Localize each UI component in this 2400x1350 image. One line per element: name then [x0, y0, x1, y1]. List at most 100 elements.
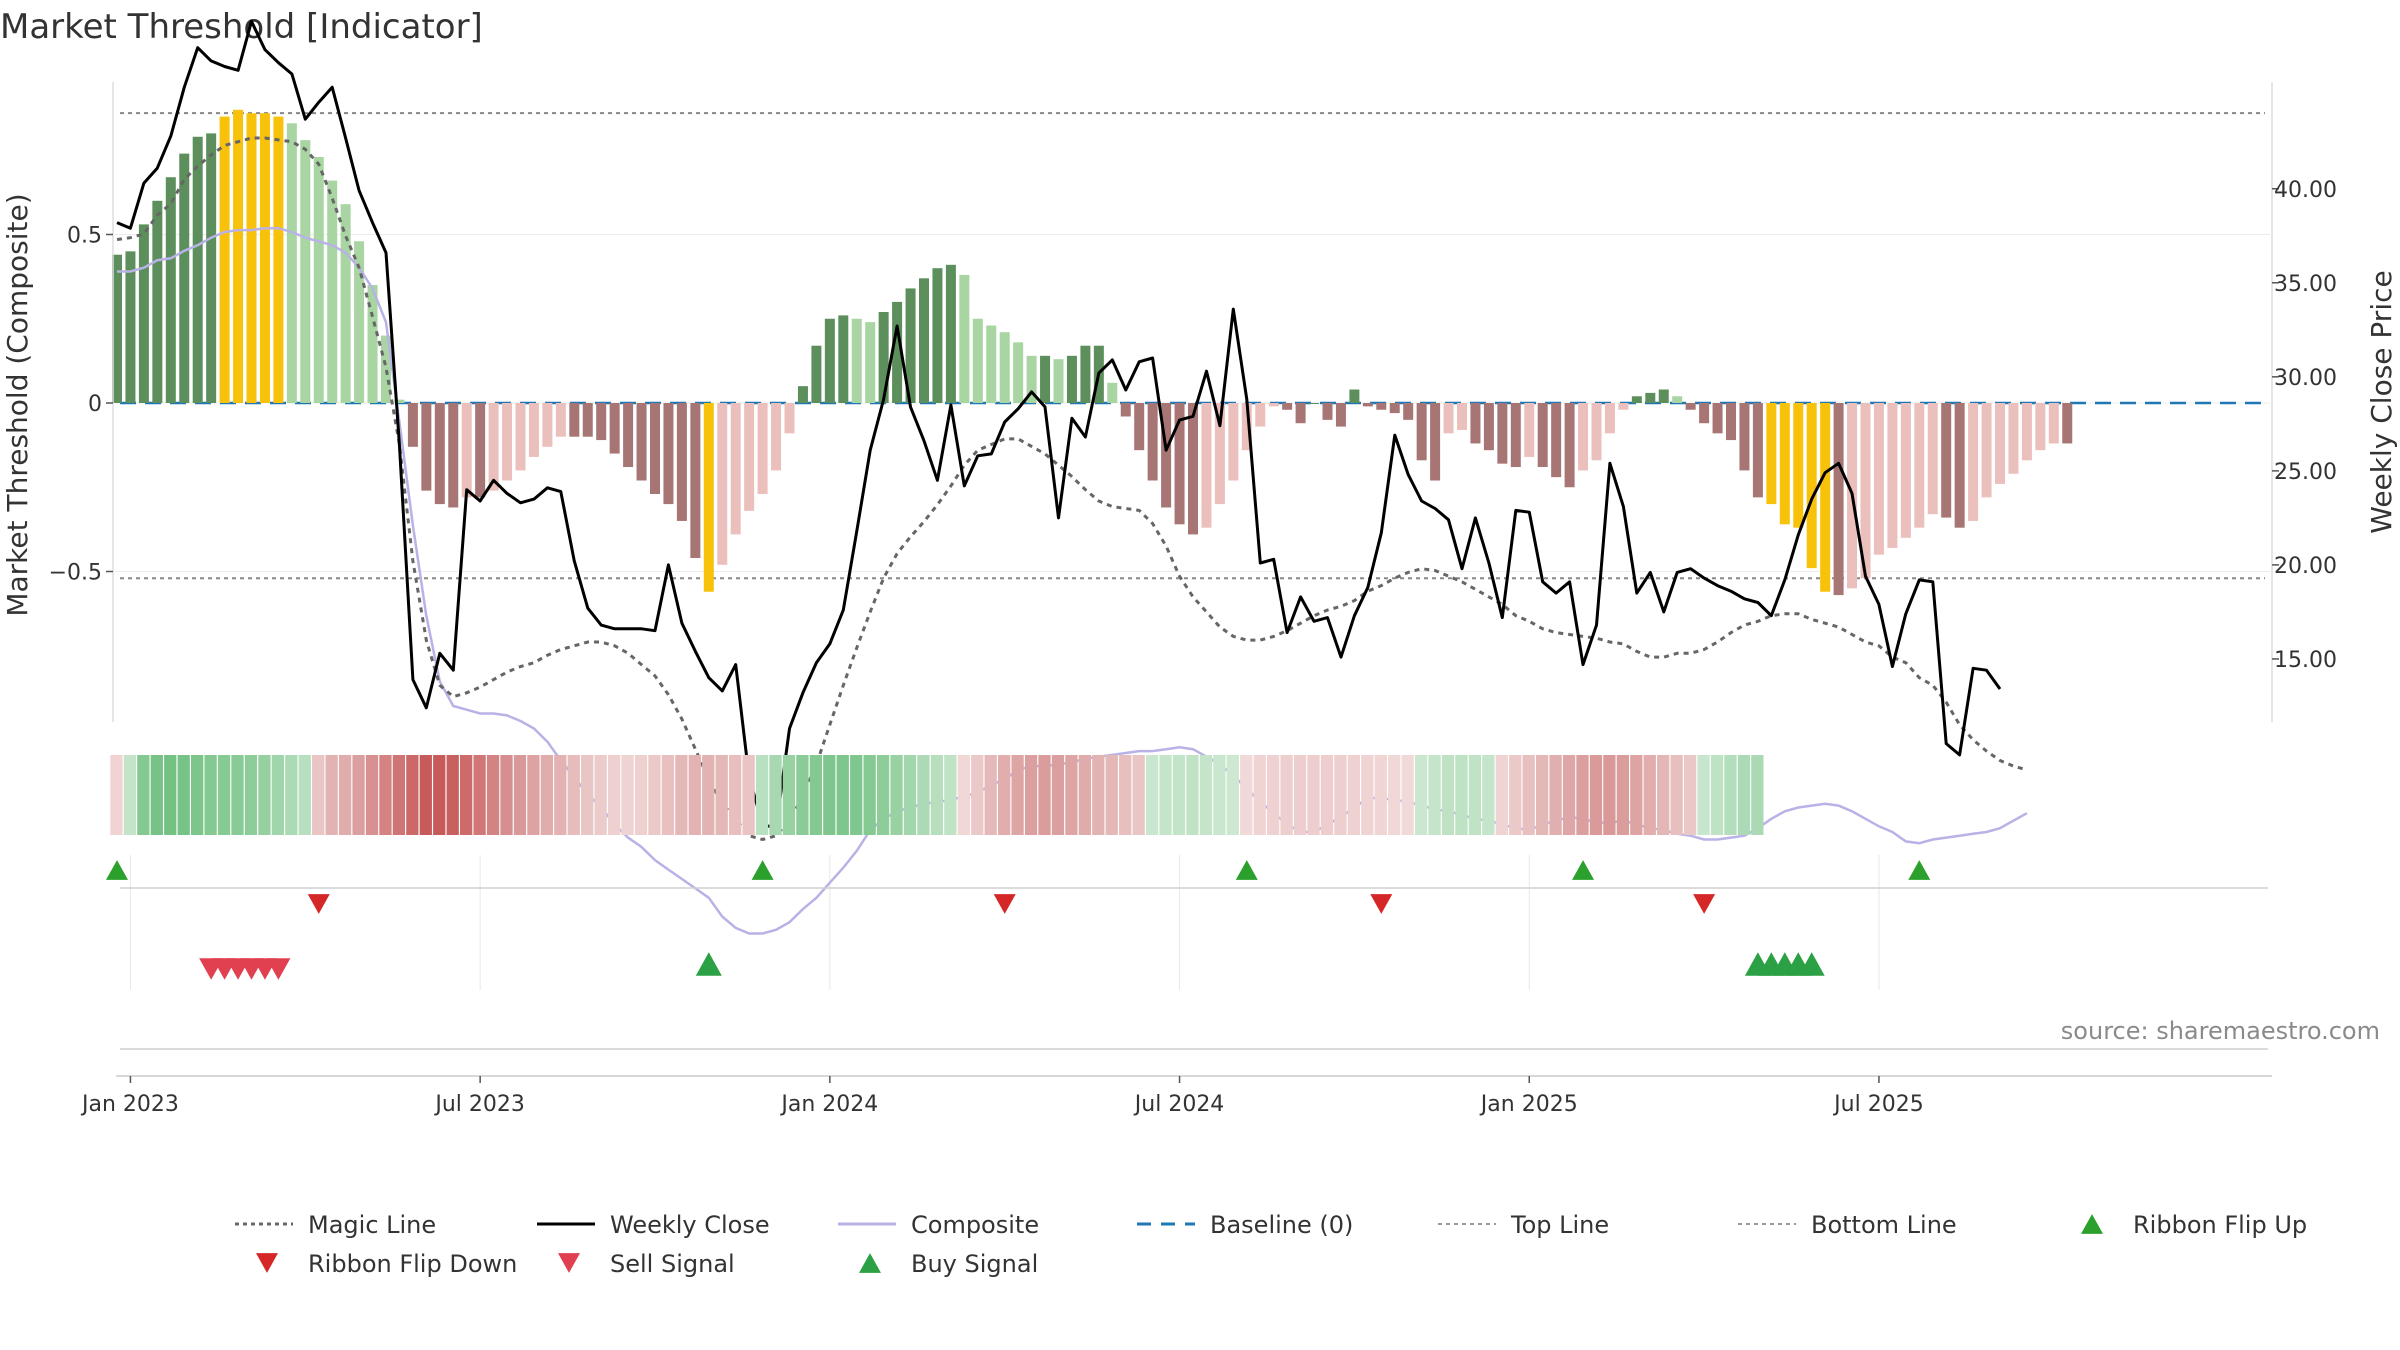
ribbon-cell — [890, 755, 903, 835]
ribbon-cell — [755, 755, 769, 835]
ribbon-cell — [1065, 755, 1078, 835]
legend-swatch-marker — [256, 1253, 278, 1273]
ribbon-cell — [1441, 755, 1455, 835]
histogram-bar — [663, 403, 674, 505]
histogram-bar — [2035, 403, 2046, 451]
histogram-bar — [784, 403, 795, 434]
legend-item: Buy Signal — [859, 1250, 1038, 1278]
ribbon-cell — [123, 755, 137, 835]
ribbon-cell — [1697, 755, 1710, 835]
ribbon-cell — [688, 755, 701, 835]
ribbon-cell — [1119, 755, 1132, 835]
ribbon-cell — [1549, 755, 1562, 835]
ribbon-cell — [715, 755, 728, 835]
ribbon-cell — [1011, 755, 1024, 835]
ribbon-cell — [944, 755, 957, 835]
ribbon-cell — [365, 755, 379, 835]
histogram-bar — [1672, 396, 1683, 403]
ribbon-cell — [1428, 755, 1441, 835]
ribbon-cell — [110, 755, 123, 835]
histogram-bar — [1309, 403, 1320, 404]
histogram-bar — [1604, 403, 1615, 434]
histogram-bar — [381, 335, 391, 403]
ribbon-flip-up-marker — [1572, 860, 1595, 880]
ribbon-cell — [379, 755, 392, 835]
ribbon-cell — [1267, 755, 1280, 835]
histogram-bar — [246, 113, 257, 404]
histogram-bar — [259, 113, 270, 404]
histogram-bar — [569, 403, 580, 437]
ribbon-cell — [1334, 755, 1347, 835]
histogram-bar — [771, 403, 782, 471]
buy-signal-marker — [1798, 952, 1825, 976]
legend-label: Magic Line — [308, 1211, 436, 1239]
histogram-bar — [2021, 403, 2032, 461]
histogram-bar — [1376, 403, 1387, 410]
ribbon-cell — [903, 755, 917, 835]
histogram-bar — [367, 285, 378, 403]
histogram-bar — [488, 403, 499, 491]
sell-signal-marker — [266, 958, 291, 980]
ribbon-cell — [419, 755, 432, 835]
histogram-bar — [744, 403, 755, 511]
histogram-bar — [1914, 403, 1925, 528]
y-right-tick-label: 35.00 — [2274, 272, 2337, 297]
ribbon-cell — [204, 755, 217, 835]
ribbon-cell — [1670, 755, 1683, 835]
histogram-bar — [676, 403, 687, 521]
histogram-bar — [797, 386, 808, 403]
histogram-bar — [1040, 355, 1051, 403]
histogram-bar — [1349, 389, 1360, 403]
x-tick-label: Jan 2023 — [80, 1092, 179, 1117]
y-right-tick-label: 40.00 — [2274, 178, 2337, 203]
histogram-bar — [1470, 403, 1481, 444]
ribbon-cell — [258, 755, 271, 835]
ribbon-cell — [1186, 755, 1199, 835]
ribbon-flip-down-marker — [993, 894, 1016, 914]
ribbon-cell — [1388, 755, 1401, 835]
ribbon-cell — [675, 755, 688, 835]
ribbon-cell — [460, 755, 473, 835]
histogram-bar — [1631, 396, 1642, 403]
ribbon-cell — [150, 755, 163, 835]
histogram-bar — [340, 204, 351, 403]
ribbon-cell — [1078, 755, 1091, 835]
histogram-bar — [1483, 403, 1494, 451]
histogram-bar — [138, 224, 149, 403]
ribbon-cell — [1710, 755, 1724, 835]
histogram-bar — [394, 399, 405, 403]
histogram-bar — [905, 288, 916, 403]
legend-item: Ribbon Flip Up — [2081, 1211, 2307, 1239]
ribbon-cell — [661, 755, 675, 835]
ribbon-cell — [137, 755, 150, 835]
histogram-bar — [1322, 403, 1333, 420]
legend-item: Magic Line — [235, 1211, 436, 1239]
buy-signal-marker — [695, 952, 722, 976]
histogram-bar — [932, 268, 943, 403]
histogram-bar — [273, 116, 284, 404]
ribbon-cell — [406, 755, 419, 835]
legend-item: Ribbon Flip Down — [256, 1250, 517, 1278]
ribbon-cell — [298, 755, 311, 835]
ribbon-cell — [500, 755, 513, 835]
legend-label: Baseline (0) — [1210, 1211, 1353, 1239]
ribbon-cell — [1468, 755, 1482, 835]
ribbon-cell — [1482, 755, 1495, 835]
ribbon-cell — [1522, 755, 1535, 835]
histogram-bar — [1954, 403, 1965, 528]
ribbon-cell — [1038, 755, 1051, 835]
histogram-bar — [811, 345, 822, 403]
ribbon-cell — [1603, 755, 1616, 835]
y-left-tick-label: 0.5 — [67, 224, 102, 249]
histogram-bar — [650, 403, 660, 494]
ribbon-cell — [352, 755, 365, 835]
ribbon-cell — [244, 755, 258, 835]
histogram-bar — [703, 403, 714, 592]
histogram-bar — [609, 403, 620, 454]
histogram-bar — [1362, 403, 1373, 407]
legend-swatch-marker — [859, 1253, 881, 1273]
ribbon-cell — [325, 755, 338, 835]
ribbon-cell — [984, 755, 997, 835]
ribbon-cell — [554, 755, 567, 835]
